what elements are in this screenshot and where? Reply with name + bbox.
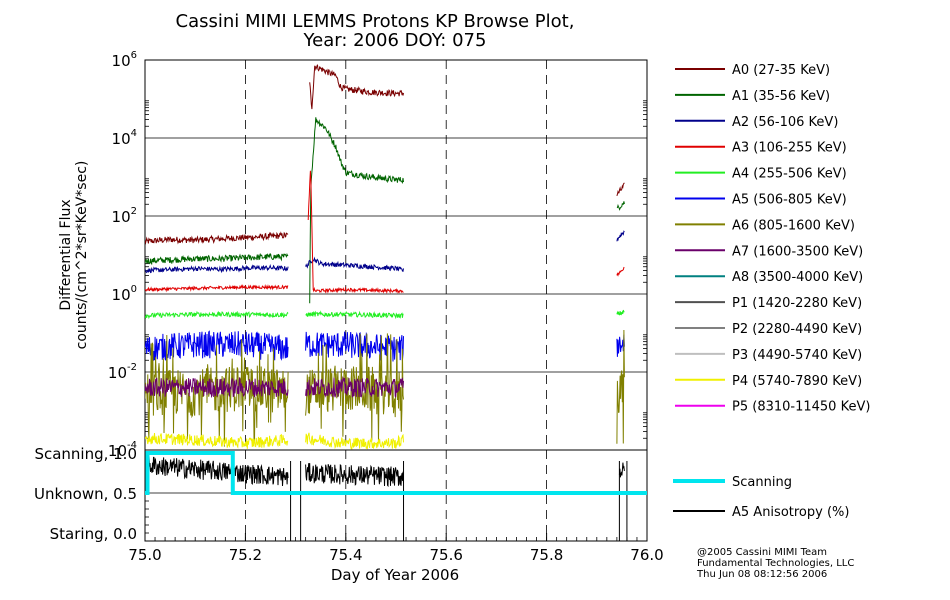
legend-label: A1 (35-56 KeV) [732, 89, 830, 104]
credit-line-1: @2005 Cassini MIMI Team [697, 547, 827, 558]
legend-label: P2 (2280-4490 KeV) [732, 322, 862, 337]
y-tick-label: 106 [112, 50, 137, 70]
legend-label: A2 (56-106 KeV) [732, 115, 838, 130]
y-axis-label-units: counts/(cm^2*sr*KeV*sec) [74, 161, 90, 350]
series-line [305, 331, 404, 362]
series-line [145, 334, 289, 447]
series-line [307, 170, 404, 294]
y-tick-label: 102 [112, 206, 137, 226]
x-tick-label: 76.0 [630, 546, 663, 564]
series-line [616, 334, 625, 357]
series-line [145, 264, 289, 274]
series-line [616, 309, 625, 316]
legend-label: A5 Anisotropy (%) [732, 505, 849, 520]
y-tick-label: 104 [112, 128, 137, 148]
credit-line-3: Thu Jun 08 08:12:56 2006 [696, 569, 827, 580]
series-line [305, 376, 404, 398]
series-line [309, 64, 404, 110]
y-axis-label: Differential Flux [58, 199, 74, 310]
y-tick-label: 100 [112, 284, 137, 304]
series-line [145, 376, 289, 399]
series-line [616, 266, 625, 277]
legend-label: A7 (1600-3500 KeV) [732, 244, 863, 259]
y-tick-label: Scanning, 1.0 [34, 445, 137, 463]
series-line [145, 433, 289, 449]
x-tick-label: 75.8 [530, 546, 563, 564]
x-tick-label: 75.4 [329, 546, 362, 564]
series-line [305, 432, 404, 450]
legend-label: A3 (106-255 KeV) [732, 141, 847, 156]
x-axis-label: Day of Year 2006 [331, 566, 459, 584]
legend-label: Scanning [732, 475, 792, 490]
x-tick-label: 75.6 [429, 546, 462, 564]
series-line [145, 252, 289, 266]
series-line [616, 230, 625, 242]
y-tick-label: 10-2 [108, 362, 137, 382]
series-line [616, 201, 625, 211]
y-tick-label: Unknown, 0.5 [34, 485, 137, 503]
chart-title-line2: Year: 2006 DOY: 075 [303, 30, 487, 51]
legend: A0 (27-35 KeV) A1 (35-56 KeV) A2 (56-106 K… [673, 63, 870, 520]
credit-line-2: Fundamental Technologies, LLC [697, 558, 854, 569]
legend-label: P5 (8310-11450 KeV) [732, 400, 870, 415]
series-line [145, 451, 647, 495]
series-line [305, 310, 404, 320]
flux-panel: 106 104 102 100 10-2 10-4 Differential Flux cou… [58, 50, 648, 460]
scan-panel: 75.0 75.2 75.4 75.6 75.8 76.0 Day of Year 2006… [34, 445, 664, 584]
legend-label: P1 (1420-2280 KeV) [732, 296, 862, 311]
series-line [309, 117, 404, 304]
series-line [145, 284, 289, 293]
x-tick-label: 75.0 [128, 546, 161, 564]
series-line [305, 256, 404, 273]
y-tick-label: Staring, 0.0 [50, 525, 137, 543]
series-line [145, 455, 289, 487]
legend-label: P4 (5740-7890 KeV) [732, 374, 862, 389]
legend-label: A8 (3500-4000 KeV) [732, 270, 863, 285]
series-line [616, 182, 625, 197]
series-line [305, 463, 404, 488]
series-line [145, 310, 289, 320]
legend-label: A5 (506-805 KeV) [732, 193, 847, 208]
legend-label: P3 (4490-5740 KeV) [732, 348, 862, 363]
series-line [616, 329, 625, 444]
x-tick-label: 75.2 [229, 546, 262, 564]
legend-label: A6 (805-1600 KeV) [732, 218, 855, 233]
y-tick-label: 10-4 [108, 440, 137, 460]
chart-title-line1: Cassini MIMI LEMMS Protons KP Browse Plo… [176, 11, 575, 32]
series-line [145, 231, 289, 245]
legend-label: A0 (27-35 KeV) [732, 63, 830, 78]
legend-label: A4 (255-506 KeV) [732, 167, 847, 182]
series-line [618, 462, 625, 478]
